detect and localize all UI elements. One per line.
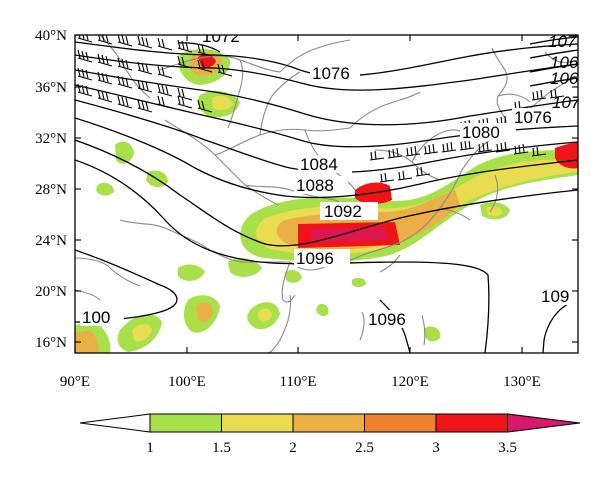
lat-label-16n: 16°N	[35, 335, 67, 351]
colorbar-label-3: 3	[432, 440, 440, 456]
colorbar-label-2: 2	[289, 440, 297, 456]
latitude-axis	[75, 34, 578, 343]
contour-label-1084: 1084	[300, 155, 338, 174]
contour-label-1072: 1072	[202, 27, 240, 46]
lon-label-110e: 110°E	[279, 374, 316, 390]
contour-label-1076-b: 1076	[514, 108, 552, 127]
map-plot-area: 1072 1076 1076 1080 1084 1088 1092 1096 …	[75, 27, 581, 353]
colorbar-segment-3-3.5	[435, 413, 508, 433]
lat-label-32n: 32°N	[35, 131, 67, 147]
longitude-axis	[74, 35, 523, 353]
lon-label-130e: 130°E	[503, 374, 541, 390]
colorbar-segment-2-2.5	[292, 413, 365, 433]
lat-label-40n: 40°N	[35, 28, 67, 44]
contour-label-107-b: 107	[552, 93, 581, 112]
lat-label-20n: 20°N	[35, 284, 67, 300]
colorbar-segment-1.5-2	[221, 413, 294, 433]
colorbar-label-1: 1	[146, 440, 154, 456]
contour-label-106-a: 106	[550, 53, 579, 72]
plot-frame	[74, 34, 579, 354]
colorbar-label-3.5: 3.5	[498, 440, 517, 456]
lon-label-90e: 90°E	[60, 374, 90, 390]
longitude-labels: 90°E 100°E 110°E 120°E 130°E	[60, 374, 541, 390]
colorbar-segment-below-1	[79, 413, 151, 433]
lon-label-100e: 100°E	[168, 374, 206, 390]
latitude-labels: 40°N 36°N 32°N 28°N 24°N 20°N 16°N	[35, 28, 67, 351]
colorbar-label-2.5: 2.5	[355, 440, 374, 456]
contour-label-1076-a: 1076	[312, 64, 350, 83]
contour-label-100: 100	[82, 308, 110, 327]
contour-label-107-top: 107	[548, 32, 577, 51]
lon-label-120e: 120°E	[391, 374, 429, 390]
colorbar: 1 1.5 2 2.5 3 3.5	[79, 413, 581, 456]
contour-label-1080: 1080	[462, 123, 500, 142]
contour-label-1092: 1092	[324, 202, 362, 221]
contour-label-1096-b: 1096	[368, 310, 406, 329]
lat-label-36n: 36°N	[35, 80, 67, 96]
contour-labels: 1072 1076 1076 1080 1084 1088 1092 1096 …	[80, 27, 581, 329]
colorbar-segment-1-1.5	[149, 413, 222, 433]
lat-label-24n: 24°N	[35, 233, 67, 249]
colorbar-label-1.5: 1.5	[212, 440, 231, 456]
colorbar-segment-2.5-3	[364, 413, 437, 433]
lat-label-28n: 28°N	[35, 182, 67, 198]
contour-label-109: 109	[541, 287, 569, 306]
contour-label-1088: 1088	[296, 176, 334, 195]
wind-barbs	[77, 35, 565, 183]
contour-label-1096-a: 1096	[296, 249, 334, 268]
colorbar-segment-above-3.5	[507, 413, 581, 433]
contour-label-106-b: 106	[550, 69, 579, 88]
